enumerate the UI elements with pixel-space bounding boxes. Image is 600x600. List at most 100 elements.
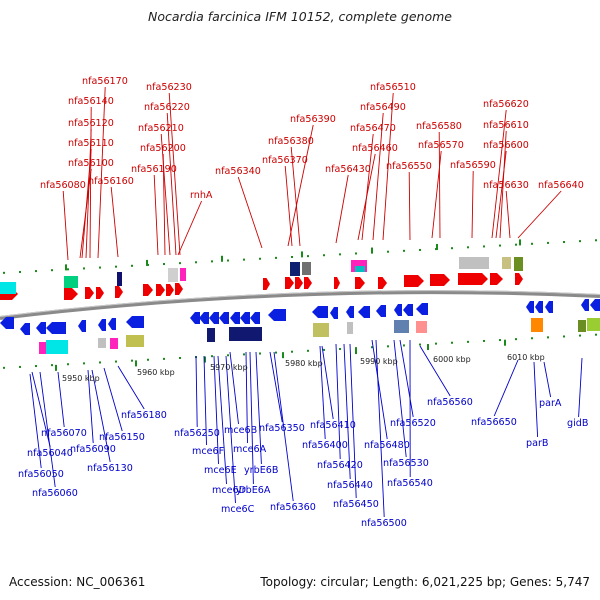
reverse-gene-arrow <box>0 317 14 329</box>
reverse-gene-arrow <box>219 312 229 324</box>
forward-label-connector <box>166 112 177 256</box>
feature-box <box>98 338 106 348</box>
reverse-label-connector <box>57 371 65 428</box>
reverse-label-connector <box>349 343 357 499</box>
forward-gene-label: nfa56230 <box>146 82 192 93</box>
reverse-label-connector <box>419 345 451 397</box>
forward-gene-label: nfa56370 <box>262 155 308 166</box>
reverse-gene-arrow <box>20 323 30 335</box>
forward-gene-arrow <box>96 287 104 299</box>
forward-label-connector <box>79 168 92 259</box>
reverse-label-connector <box>117 365 145 410</box>
reverse-label-connector <box>217 355 227 485</box>
reverse-label-connector <box>213 355 219 465</box>
forward-gene-arrow <box>378 277 387 289</box>
forward-gene-label: nfa56190 <box>131 164 177 175</box>
feature-box <box>117 272 122 286</box>
reverse-label-connector <box>249 351 254 485</box>
reverse-gene-arrow <box>250 312 260 324</box>
forward-gene-arrow <box>430 274 450 286</box>
feature-box <box>355 266 365 272</box>
feature-box <box>126 335 144 347</box>
forward-gene-label: rnhA <box>190 190 213 201</box>
forward-label-connector <box>110 186 119 258</box>
forward-gene-arrow <box>304 277 312 289</box>
reverse-gene-label: nfa56130 <box>87 463 133 474</box>
feature-box <box>0 282 16 294</box>
scale-label: 5980 kbp <box>285 359 323 368</box>
forward-gene-label: nfa56170 <box>82 76 128 87</box>
reverse-gene-arrow <box>403 304 413 316</box>
reverse-gene-arrow <box>346 306 354 318</box>
reverse-gene-arrow <box>545 301 553 313</box>
reverse-gene-label: nfa56530 <box>383 458 429 469</box>
reverse-label-connector <box>91 369 111 463</box>
reverse-label-connector <box>255 351 262 465</box>
forward-gene-label: nfa56550 <box>386 161 432 172</box>
reverse-gene-label: nfa56520 <box>390 418 436 429</box>
reverse-gene-arrow <box>126 316 144 328</box>
reverse-gene-label: gidB <box>567 418 588 429</box>
reverse-gene-label: mce6B <box>224 425 257 436</box>
feature-box <box>313 323 329 337</box>
forward-scale-ticks <box>3 239 597 274</box>
forward-gene-label: nfa56600 <box>483 140 529 151</box>
forward-label-connector <box>160 133 171 256</box>
reverse-gene-label: nfa56360 <box>270 502 316 513</box>
forward-label-connector <box>471 170 474 239</box>
feature-box <box>531 318 543 332</box>
forward-gene-label: nfa56490 <box>360 102 406 113</box>
scale-label: 5970 kbp <box>210 363 248 372</box>
forward-label-connector <box>153 174 159 256</box>
scale-label: 5960 kbp <box>137 368 175 377</box>
reverse-label-connector <box>393 339 407 458</box>
reverse-gene-label: nfa56450 <box>333 499 379 510</box>
forward-gene-label: nfa56080 <box>40 180 86 191</box>
forward-label-connector <box>85 128 92 259</box>
reverse-label-connector <box>195 355 198 428</box>
reverse-gene-arrow <box>36 322 46 334</box>
reverse-gene-arrow <box>240 312 250 324</box>
genome-backbone-highlight <box>0 290 600 317</box>
reverse-gene-label: nfa56350 <box>259 423 305 434</box>
feature-box <box>46 340 68 354</box>
reverse-label-connector <box>31 371 51 448</box>
forward-gene-arrow <box>334 277 340 289</box>
feature-box <box>168 268 178 282</box>
reverse-label-connector <box>273 351 294 502</box>
forward-label-connector <box>491 109 507 239</box>
forward-gene-arrow <box>64 288 78 300</box>
reverse-label-connector <box>375 339 385 518</box>
forward-gene-label: nfa56390 <box>290 114 336 125</box>
reverse-gene-label: parB <box>526 438 549 449</box>
forward-label-connector <box>290 146 301 247</box>
feature-box <box>229 327 262 341</box>
forward-gene-label: nfa56460 <box>352 143 398 154</box>
reverse-gene-arrow <box>358 306 370 318</box>
forward-label-connector <box>372 112 384 241</box>
reverse-gene-label: yrbE6A <box>236 485 271 496</box>
reverse-label-connector <box>321 345 334 420</box>
forward-gene-arrow <box>263 278 270 290</box>
reverse-gene-arrow <box>78 320 86 332</box>
reverse-strand-genes <box>0 299 600 335</box>
forward-label-connector <box>97 86 106 259</box>
reverse-gene-label: mce6E <box>204 465 237 476</box>
reverse-gene-arrow <box>330 307 338 319</box>
forward-label-connector <box>361 133 374 241</box>
reverse-gene-label: mce6C <box>221 504 255 515</box>
reverse-label-connector <box>543 361 552 398</box>
forward-gene-label: nfa56140 <box>68 96 114 107</box>
reverse-gene-arrow <box>98 319 106 331</box>
reverse-label-connector <box>533 361 539 438</box>
forward-gene-arrow <box>156 284 165 296</box>
reverse-gene-arrow <box>590 299 600 311</box>
forward-label-connector <box>287 124 314 247</box>
forward-gene-labels: nfa56170 nfa56230 nfa56140 nfa56220 nfa56120… <box>40 76 584 261</box>
reverse-label-connector <box>335 343 341 460</box>
scale-label: 5990 kbp <box>360 357 398 366</box>
forward-gene-arrow <box>355 277 365 289</box>
genome-title: Nocardia farcinica IFM 10152, complete g… <box>148 9 452 24</box>
reverse-gene-label: nfa56500 <box>361 518 407 529</box>
